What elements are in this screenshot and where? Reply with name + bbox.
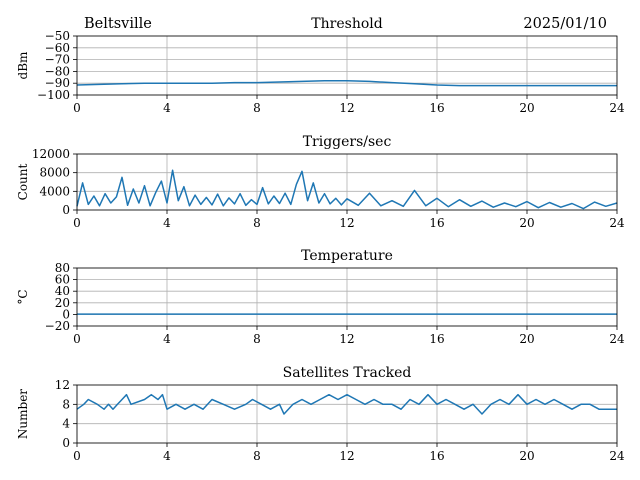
triggers-ytick-label: 0 xyxy=(62,203,70,217)
temperature-xtick-label: 8 xyxy=(253,332,261,346)
triggers-xtick-label: 20 xyxy=(519,216,534,230)
temperature-ylabel: °C xyxy=(16,289,30,304)
triggers-xtick-label: 12 xyxy=(339,216,354,230)
threshold-xtick-label: 8 xyxy=(253,101,261,115)
satellites-title: Satellites Tracked xyxy=(283,365,412,381)
temperature-ytick-label: 40 xyxy=(55,284,70,298)
temperature-ytick-label: −20 xyxy=(45,319,70,333)
threshold-ytick-label: −100 xyxy=(37,88,70,102)
threshold-xtick-label: 4 xyxy=(163,101,171,115)
triggers-ytick-label: 8000 xyxy=(39,166,70,180)
date-label: 2025/01/10 xyxy=(523,16,607,32)
satellites-xtick-label: 20 xyxy=(519,449,534,463)
triggers-xtick-label: 24 xyxy=(609,216,625,230)
satellites-ytick-label: 4 xyxy=(62,417,70,431)
temperature-xtick-label: 0 xyxy=(73,332,81,346)
temperature-ytick-label: 80 xyxy=(55,261,70,275)
satellites-xtick-label: 0 xyxy=(73,449,81,463)
temperature-xtick-label: 24 xyxy=(609,332,625,346)
satellites-series-line xyxy=(76,393,617,415)
threshold-ytick-label: −50 xyxy=(45,29,70,43)
satellites-ytick-label: 0 xyxy=(62,436,70,450)
temperature-xtick-label: 12 xyxy=(339,332,354,346)
satellites-xtick-label: 4 xyxy=(163,449,171,463)
triggers-xtick-label: 16 xyxy=(429,216,444,230)
threshold-ytick-label: −70 xyxy=(45,53,70,67)
temperature-xtick-label: 20 xyxy=(519,332,534,346)
temperature-ytick-label: 60 xyxy=(55,273,70,287)
threshold-xtick-label: 0 xyxy=(73,101,81,115)
satellites-xtick-label: 24 xyxy=(609,449,625,463)
satellites-panel: 0 4 8 12 16 20 24 0 4 8 12 Satellites Tracked Number xyxy=(16,365,625,463)
threshold-series-line xyxy=(76,80,617,87)
satellites-ytick-label: 12 xyxy=(55,378,70,392)
triggers-xtick-label: 4 xyxy=(163,216,171,230)
station-label: Beltsville xyxy=(84,16,152,32)
satellites-xtick-label: 12 xyxy=(339,449,354,463)
temperature-ytick-label: 0 xyxy=(62,307,70,321)
triggers-xtick-label: 0 xyxy=(73,216,81,230)
triggers-ytick-label: 12000 xyxy=(32,147,70,161)
temperature-xtick-label: 4 xyxy=(163,332,171,346)
threshold-ytick-label: −90 xyxy=(45,76,70,90)
threshold-ytick-label: −60 xyxy=(45,41,70,55)
threshold-xtick-label: 24 xyxy=(609,101,625,115)
threshold-xtick-label: 20 xyxy=(519,101,534,115)
threshold-panel: 0 4 8 12 16 20 24 −100−90−80−70−60−50 Threshold d… xyxy=(16,16,625,115)
satellites-xtick-label: 16 xyxy=(429,449,444,463)
satellites-xtick-label: 8 xyxy=(253,449,261,463)
triggers-title: Triggers/sec xyxy=(303,134,392,150)
temperature-title: Temperature xyxy=(301,248,393,264)
temperature-ytick-label: 20 xyxy=(55,296,70,310)
threshold-ylabel: dBm xyxy=(16,51,30,80)
triggers-ylabel: Count xyxy=(16,163,30,200)
triggers-ytick-label: 4000 xyxy=(39,184,70,198)
threshold-xtick-label: 16 xyxy=(429,101,444,115)
triggers-panel: 0 4 8 12 16 20 24 0 4000 8000 12000 Triggers/sec Cou… xyxy=(16,134,625,230)
threshold-ytick-label: −80 xyxy=(45,64,70,78)
satellites-ylabel: Number xyxy=(16,389,30,439)
triggers-series-line xyxy=(76,169,618,210)
threshold-title: Threshold xyxy=(311,16,382,32)
temperature-xtick-label: 16 xyxy=(429,332,444,346)
satellites-ytick-label: 8 xyxy=(62,397,70,411)
triggers-xtick-label: 8 xyxy=(253,216,261,230)
threshold-xtick-label: 12 xyxy=(339,101,354,115)
